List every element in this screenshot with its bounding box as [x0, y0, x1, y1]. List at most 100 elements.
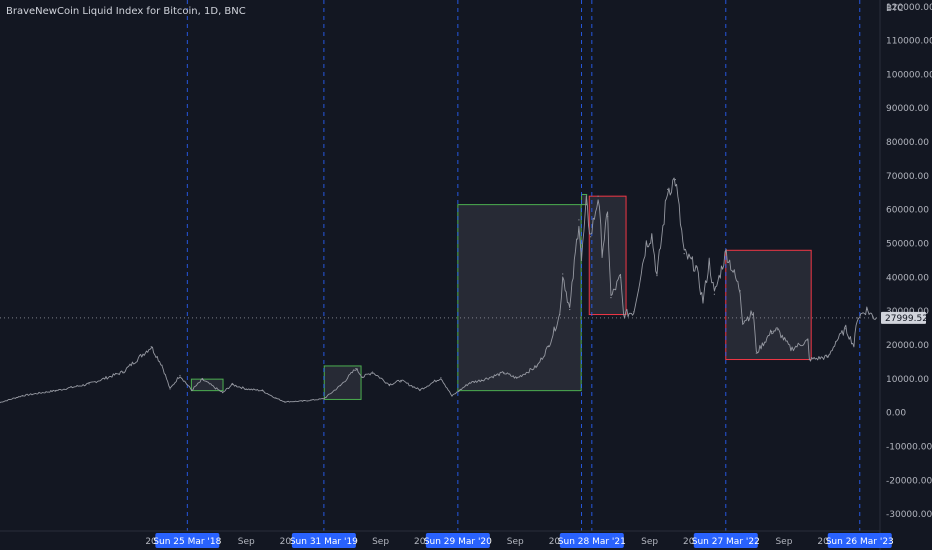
x-axis[interactable]: 2018Sep2019Sep2020Sep2021Sep2022Sep2023S…: [0, 530, 894, 548]
date-marker-tag-4: [693, 533, 758, 548]
price-point-2: [54, 390, 57, 392]
price-point-62: [755, 352, 757, 354]
date-marker-tag-0: [155, 533, 220, 548]
price-point-31: [516, 377, 518, 379]
date-marker-tag-1: [291, 533, 356, 548]
price-point-55: [702, 300, 704, 302]
y-tick-label-11: 10000.00: [886, 375, 929, 385]
price-point-44: [610, 297, 612, 299]
y-tick-label-4: 80000.00: [886, 138, 929, 148]
price-point-74: [872, 315, 874, 317]
price-point-41: [597, 195, 599, 197]
price-point-6: [161, 364, 163, 366]
price-point-66: [807, 339, 809, 342]
price-point-20: [355, 368, 357, 370]
price-point-35: [562, 273, 564, 275]
price-point-17: [301, 400, 304, 402]
price-point-0: [0, 401, 1, 404]
price-point-49: [651, 234, 653, 236]
price-point-32: [536, 365, 538, 367]
x-tick-label-2: 2019: [280, 537, 303, 547]
price-point-14: [261, 390, 264, 392]
red-range-box-5: [725, 249, 812, 361]
date-marker-tag-3: [559, 533, 624, 548]
x-tick-label-9: Sep: [775, 537, 792, 547]
price-point-28: [469, 382, 471, 384]
date-marker-tag-label-0: Sun 25 Mar '18: [153, 537, 221, 547]
price-point-34: [559, 313, 561, 316]
price-point-42: [601, 249, 603, 251]
y-tick-label-14: -20000.00: [886, 476, 932, 486]
chart-title: BraveNewCoin Liquid Index for Bitcoin, 1…: [6, 6, 246, 17]
price-point-46: [622, 313, 625, 316]
price-point-25: [419, 389, 421, 391]
price-point-57: [713, 293, 715, 295]
date-marker-tag-label-2: Sun 29 Mar '20: [424, 537, 492, 547]
x-tick-label-3: Sep: [372, 537, 389, 547]
x-tick-label-1: Sep: [238, 537, 255, 547]
price-point-64: [776, 329, 778, 331]
price-line-group: [0, 177, 877, 404]
y-tick-label-7: 50000.00: [886, 240, 929, 250]
price-point-11: [222, 392, 224, 394]
price-point-37: [578, 219, 580, 221]
price-point-51: [667, 188, 669, 191]
vertical-marker-lines: [186, 0, 861, 531]
x-tick-label-4: 2020: [414, 537, 437, 547]
y-tick-label-15: -30000.00: [886, 510, 932, 520]
price-point-21: [362, 376, 364, 378]
price-point-5: [150, 346, 152, 348]
price-point-12: [231, 383, 233, 386]
y-tick-label-0: 120000.00: [886, 3, 932, 13]
price-point-40: [590, 236, 592, 238]
price-point-59: [739, 290, 741, 292]
price-point-50: [656, 275, 658, 277]
price-point-61: [752, 312, 754, 314]
price-point-69: [835, 340, 837, 343]
y-tick-label-1: 110000.00: [886, 37, 932, 47]
y-tick-label-13: -10000.00: [886, 442, 932, 452]
current-price-tag-label: 27999.52: [885, 314, 928, 324]
green-range-box-0: [190, 378, 224, 392]
date-marker-tag-label-1: Sun 31 Mar '19: [290, 537, 358, 547]
date-marker-tag-label-5: Sun 26 Mar '23: [826, 537, 894, 547]
price-point-8: [179, 374, 181, 377]
price-point-9: [191, 389, 193, 391]
price-point-26: [440, 377, 442, 379]
price-point-16: [284, 401, 286, 403]
y-tick-label-3: 90000.00: [886, 104, 929, 114]
x-tick-label-5: Sep: [507, 537, 524, 547]
price-point-52: [674, 178, 676, 181]
y-axis-currency-label: BTC: [886, 4, 903, 14]
y-tick-label-2: 100000.00: [886, 70, 932, 80]
price-point-56: [708, 261, 710, 263]
price-point-39: [585, 204, 587, 206]
y-tick-label-8: 40000.00: [886, 273, 929, 283]
price-point-54: [695, 266, 697, 268]
price-point-60: [742, 320, 744, 322]
price-point-48: [645, 242, 647, 245]
price-point-19: [339, 384, 342, 387]
date-marker-tag-label-4: Sun 27 Mar '22: [692, 537, 760, 547]
current-price-tag: [881, 311, 926, 324]
price-point-63: [771, 330, 773, 333]
price-point-67: [808, 358, 810, 361]
price-point-58: [725, 251, 727, 253]
price-point-68: [827, 356, 830, 358]
price-point-65: [790, 348, 792, 350]
price-point-43: [607, 215, 609, 218]
price-point-1: [21, 395, 24, 397]
price-point-7: [169, 388, 171, 390]
price-point-33: [547, 346, 549, 348]
price-point-24: [400, 379, 402, 382]
date-marker-tag-label-3: Sun 28 Mar '21: [558, 537, 626, 547]
y-tick-label-10: 20000.00: [886, 341, 929, 351]
price-point-30: [503, 372, 505, 374]
price-point-22: [371, 371, 374, 373]
price-point-70: [845, 328, 847, 330]
price-point-47: [633, 311, 635, 313]
